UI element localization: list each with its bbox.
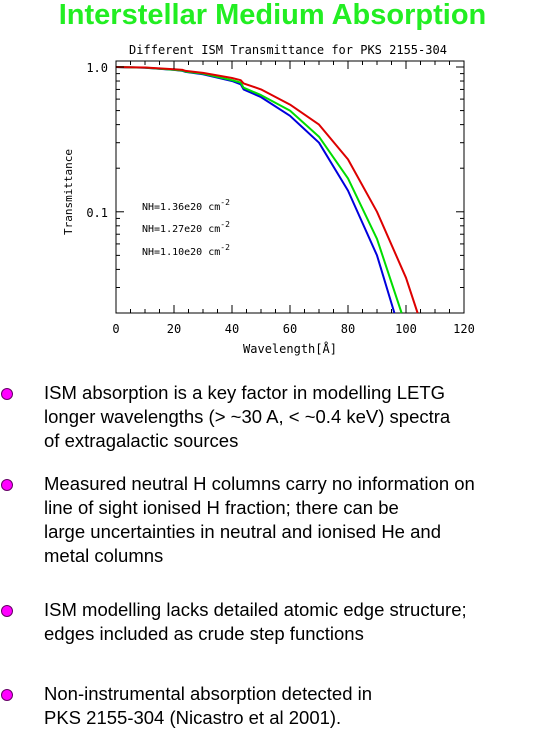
bullet-dot-icon <box>1 605 13 617</box>
legend-entry-1: NH=1.36e20 cm-2 <box>142 198 230 213</box>
plot-area <box>115 66 419 314</box>
x-tick-label: 40 <box>225 322 239 336</box>
x-tick-label: 100 <box>395 322 417 336</box>
bullet-dot-icon <box>1 689 13 701</box>
y-tick-label: 0.1 <box>86 206 108 220</box>
bullet-dot-icon <box>1 479 13 491</box>
axis-tick-labels: 0 20 40 60 80 100 120 1.0 0.1 <box>86 61 475 336</box>
x-tick-label: 0 <box>112 322 119 336</box>
chart-legend: NH=1.36e20 cm-2 NH=1.27e20 cm-2 NH=1.10e20… <box>142 198 230 258</box>
x-tick-label: 20 <box>167 322 181 336</box>
legend-entry-3: NH=1.10e20 cm-2 <box>142 243 230 258</box>
bullet-text-3: ISM modelling lacks detailed atomic edge… <box>44 599 467 644</box>
bullet-text-4: Non-instrumental absorption detected in … <box>44 683 373 728</box>
x-tick-label: 120 <box>453 322 475 336</box>
plot-frame <box>115 60 465 314</box>
y-tick-label: 1.0 <box>86 61 108 75</box>
slide-title: Interstellar Medium Absorption <box>58 0 487 31</box>
series-line-2 <box>115 66 403 314</box>
y-axis-label: Transmittance <box>62 149 75 235</box>
legend-entry-2: NH=1.27e20 cm-2 <box>142 220 230 235</box>
series-line-3 <box>115 66 419 314</box>
x-tick-label: 80 <box>341 322 355 336</box>
x-tick-label: 60 <box>283 322 297 336</box>
bullet-text-1: ISM absorption is a key factor in modell… <box>44 382 451 451</box>
bullet-dot-icon <box>1 388 13 400</box>
transmittance-chart: Different ISM Transmittance for PKS 2155… <box>62 43 475 356</box>
bullet-text-2: Measured neutral H columns carry no info… <box>44 473 475 566</box>
chart-title: Different ISM Transmittance for PKS 2155… <box>129 43 447 57</box>
axis-ticks <box>115 61 465 314</box>
x-axis-label: Wavelength[Å] <box>243 341 337 356</box>
